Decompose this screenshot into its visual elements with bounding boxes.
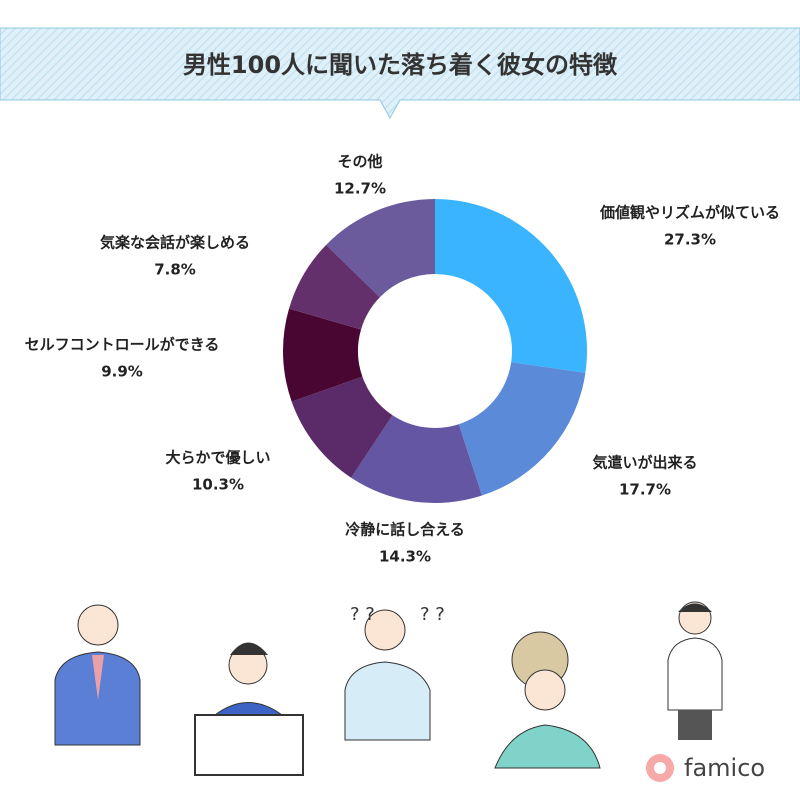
slice-label: その他 bbox=[337, 153, 382, 171]
donut-slice bbox=[458, 362, 586, 496]
brand-name: famico bbox=[684, 754, 765, 782]
donut-slice bbox=[435, 199, 587, 373]
man-thinking: ? ? ? ? bbox=[344, 604, 445, 741]
slice-label: 気遣いが出来る bbox=[592, 454, 697, 472]
man-board bbox=[194, 642, 304, 776]
slice-value-label: 27.3% bbox=[664, 231, 716, 249]
slice-label: 冷静に話し合える bbox=[345, 521, 465, 539]
slice-label: 価値観やリズムが似ている bbox=[599, 204, 780, 222]
man-sweater bbox=[667, 601, 723, 740]
donut-slice bbox=[283, 308, 363, 402]
svg-text:? ?: ? ? bbox=[350, 604, 375, 625]
man-suit bbox=[54, 604, 141, 746]
illustrations: ? ? ? ? bbox=[54, 601, 723, 776]
chart-title: 男性100人に聞いた落ち着く彼女の特徴 bbox=[183, 51, 618, 79]
donut-slice bbox=[351, 415, 482, 503]
donut-slice bbox=[326, 199, 435, 298]
slice-label: セルフコントロールができる bbox=[25, 336, 220, 354]
slice-value-label: 14.3% bbox=[379, 548, 431, 566]
slice-value-label: 10.3% bbox=[192, 476, 244, 494]
donut-slice bbox=[289, 244, 380, 330]
donut-slice bbox=[291, 376, 393, 478]
woman-glasses bbox=[494, 631, 601, 769]
svg-text:? ?: ? ? bbox=[420, 604, 445, 625]
slice-value-label: 9.9% bbox=[101, 363, 143, 381]
slice-value-label: 12.7% bbox=[334, 180, 386, 198]
slice-label: 大らかで優しい bbox=[165, 449, 270, 467]
slice-value-label: 17.7% bbox=[619, 481, 671, 499]
slice-label: 気楽な会話が楽しめる bbox=[100, 234, 250, 252]
title-banner: 男性100人に聞いた落ち着く彼女の特徴 bbox=[0, 27, 800, 120]
donut: 価値観やリズムが似ている 27.3% 気遣いが出来る 17.7% 冷静に話し合える 14.… bbox=[25, 153, 780, 566]
brand-logo: famico bbox=[646, 754, 765, 782]
slice-value-label: 7.8% bbox=[154, 261, 196, 279]
